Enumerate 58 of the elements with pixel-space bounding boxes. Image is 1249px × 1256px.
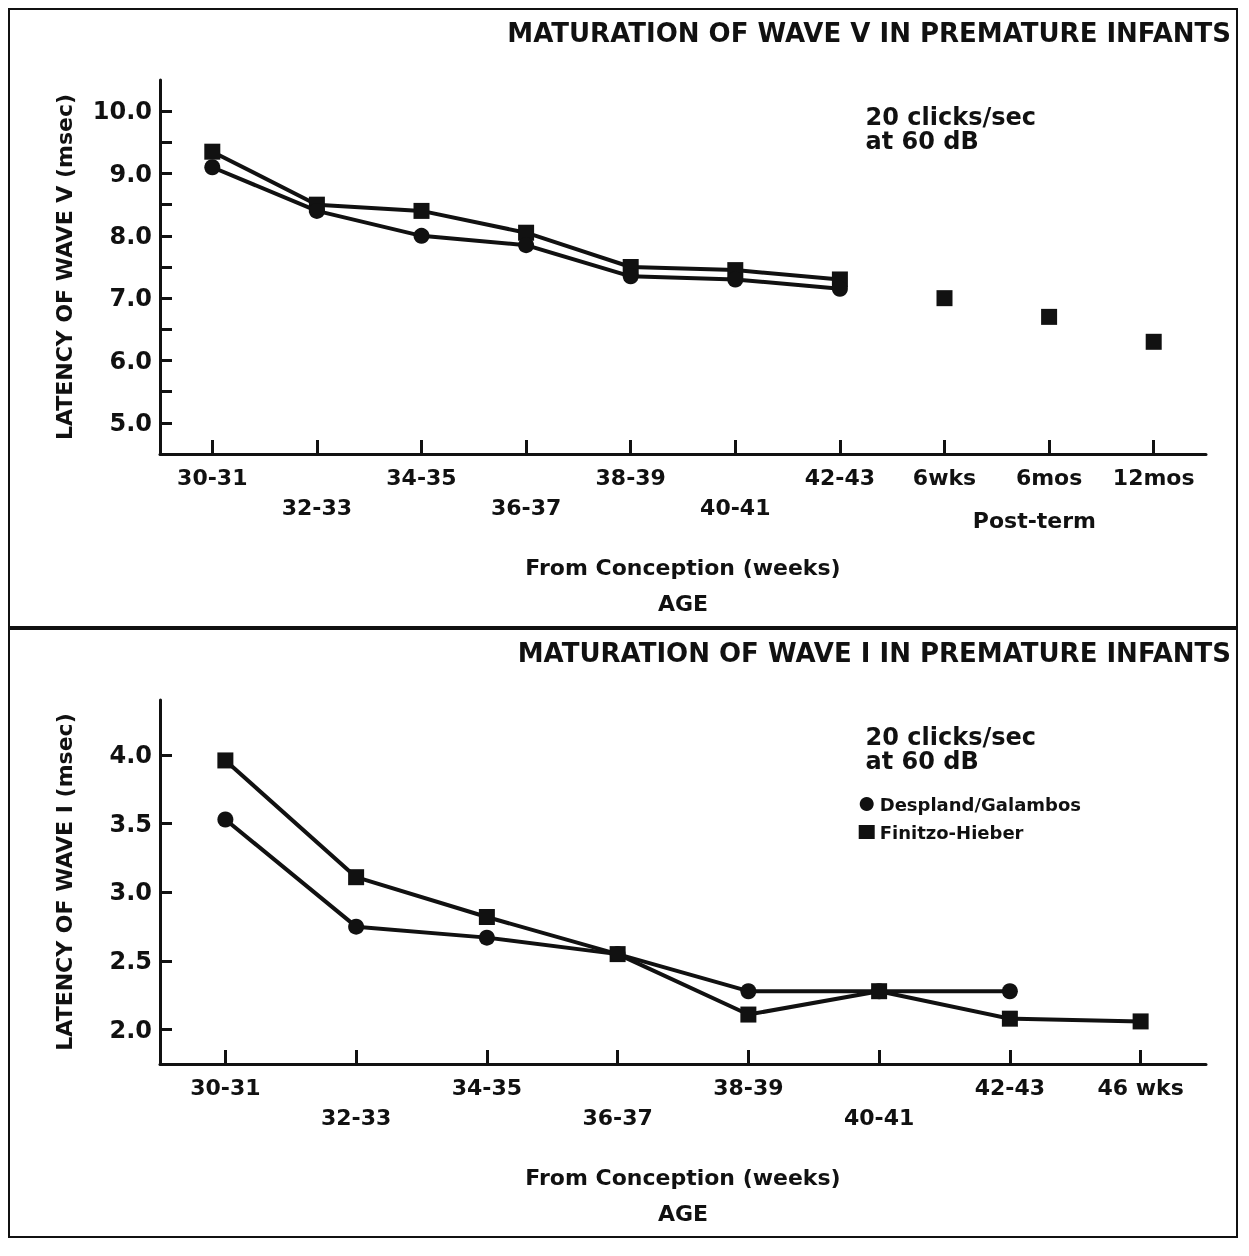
text: Post-term <box>972 507 1097 533</box>
point <box>217 752 234 769</box>
point <box>1001 1010 1018 1027</box>
point <box>740 1006 757 1023</box>
point <box>204 159 221 176</box>
point <box>1145 333 1162 350</box>
point <box>1041 308 1058 325</box>
point <box>478 929 495 946</box>
x-tick-label: 38-39 <box>713 1074 784 1100</box>
x-tick-label: 46 wks <box>1097 1074 1184 1100</box>
y-tick-label: 4.0 <box>109 740 152 769</box>
point <box>217 811 234 828</box>
point <box>478 909 495 926</box>
y-tick-label: 3.5 <box>109 809 152 838</box>
point <box>413 227 430 244</box>
point <box>413 202 430 219</box>
y-tick-label: 6.0 <box>109 346 152 375</box>
y-tick-label: 7.0 <box>109 284 152 313</box>
x-tick-label: 40-41 <box>700 494 771 520</box>
x-tick-label: 38-39 <box>595 464 666 490</box>
point <box>740 983 757 1000</box>
x-axis-title: From Conception (weeks) AGE <box>525 554 841 616</box>
x-tick-label: 30-31 <box>177 464 248 490</box>
x-axis-title: From Conception (weeks) AGE <box>525 1164 841 1226</box>
y-axis-title: LATENCY OF WAVE Ⅴ (msec) <box>51 93 77 441</box>
legend-label: Despland/Galambos <box>879 793 1081 815</box>
y-tick-label: 10.0 <box>92 97 152 126</box>
x-tick-label: 40-41 <box>843 1104 915 1130</box>
x-tick-label: 32-33 <box>320 1104 392 1130</box>
x-tick-label: 30-31 <box>190 1074 261 1100</box>
y-tick-label: 5.0 <box>109 408 152 437</box>
x-tick-label: 42-43 <box>804 464 876 490</box>
y-axis-title: LATENCY OF WAVE I (msec) <box>51 713 77 1051</box>
annotation: 20 clicks/sec at 60 dB <box>865 103 1037 155</box>
x-tick-label: 6mos <box>1015 464 1083 490</box>
x-tick-label: 36-37 <box>490 494 562 520</box>
legend-label: Finitzo-Hieber <box>879 821 1024 843</box>
point <box>1001 983 1018 1000</box>
y-tick-label: 8.0 <box>109 221 152 250</box>
point <box>348 918 365 935</box>
point <box>348 869 365 886</box>
x-tick-label: 34-35 <box>386 464 457 490</box>
chart-title: MATURATION OF WAVE I IN PREMATURE INFANTS <box>517 638 1231 668</box>
chart-title: MATURATION OF WAVE Ⅴ IN PREMATURE INFANTS <box>507 18 1231 48</box>
point <box>1132 1013 1149 1030</box>
y-tick-label: 2.5 <box>109 946 152 975</box>
y-tick-label: 2.0 <box>109 1015 152 1044</box>
x-tick-label: 32-33 <box>281 494 353 520</box>
annotation: 20 clicks/sec at 60 dB <box>865 723 1037 775</box>
x-tick-label: 34-35 <box>451 1074 523 1100</box>
x-tick-label: 6wks <box>912 464 977 490</box>
x-tick-label: 42-43 <box>974 1074 1046 1100</box>
x-tick-label: 36-37 <box>582 1104 653 1130</box>
y-tick-label: 9.0 <box>109 159 152 188</box>
y-tick-label: 3.0 <box>109 878 152 907</box>
point <box>204 143 221 160</box>
point <box>936 290 953 307</box>
x-tick-label: 12mos <box>1112 464 1195 490</box>
